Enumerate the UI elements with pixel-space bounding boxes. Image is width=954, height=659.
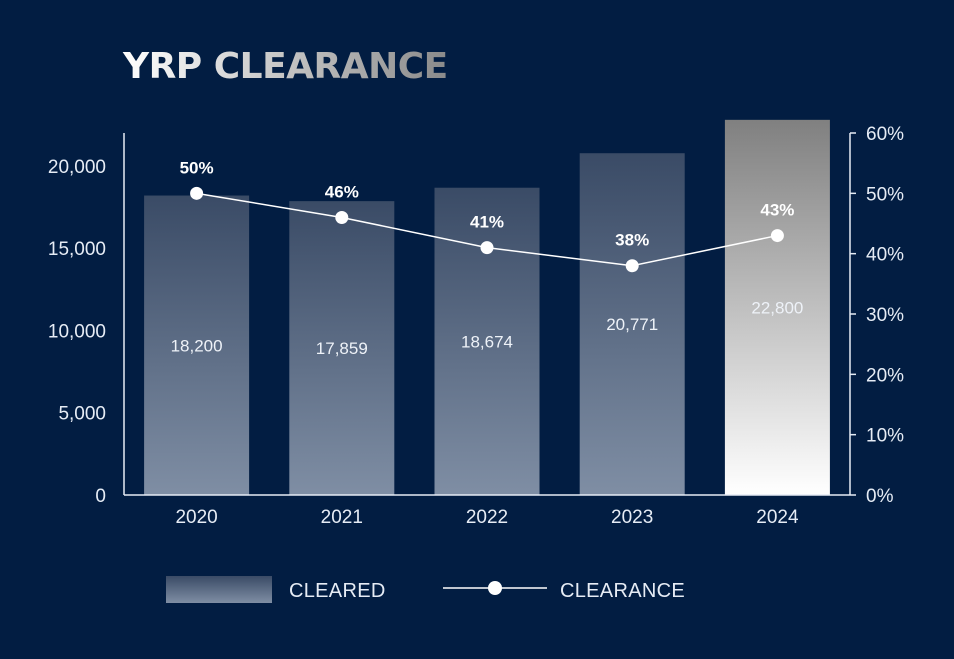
left-axis-ticks: 0 5,000 10,000 15,000 20,000 xyxy=(48,157,106,507)
legend-cleared-label: CLEARED xyxy=(289,580,386,602)
x-tick-label: 2023 xyxy=(611,507,653,528)
left-tick-label: 0 xyxy=(95,486,106,507)
bar-value-labels: 18,200 17,859 18,674 20,771 22,800 xyxy=(171,298,804,358)
clearance-points xyxy=(190,186,784,273)
right-tick-label: 60% xyxy=(866,124,904,145)
clearance-value-label: 41% xyxy=(470,213,504,232)
left-tick-label: 15,000 xyxy=(48,239,106,260)
bar-series xyxy=(144,119,830,495)
bar-value-label: 18,200 xyxy=(171,336,223,355)
bar-2023 xyxy=(579,153,685,495)
right-axis-ticks: 0% 10% 20% 30% 40% 50% 60% xyxy=(850,124,904,507)
clearance-value-label: 38% xyxy=(615,231,649,250)
x-tick-label: 2021 xyxy=(321,507,363,528)
clearance-point-2024 xyxy=(770,229,784,243)
right-tick-label: 40% xyxy=(866,245,904,266)
bar-2020 xyxy=(144,195,250,495)
clearance-point-labels: 50% 46% 41% 38% 43% xyxy=(180,158,795,249)
bar-value-label: 20,771 xyxy=(606,315,658,334)
clearance-point-2021 xyxy=(335,210,349,224)
legend-clearance-label: CLEARANCE xyxy=(560,580,685,602)
x-tick-label: 2022 xyxy=(466,507,508,528)
left-tick-label: 5,000 xyxy=(58,404,106,425)
right-tick-label: 0% xyxy=(866,486,894,507)
bar-2022 xyxy=(434,187,540,495)
clearance-point-2020 xyxy=(190,186,204,200)
legend: CLEARED CLEARANCE xyxy=(166,576,685,603)
legend-cleared-swatch xyxy=(166,576,272,603)
bar-2024 xyxy=(724,119,830,495)
legend-clearance-marker xyxy=(488,581,502,595)
clearance-point-2023 xyxy=(625,259,639,273)
x-tick-label: 2020 xyxy=(175,507,217,528)
bar-value-label: 18,674 xyxy=(461,332,513,351)
right-tick-label: 30% xyxy=(866,305,904,326)
right-tick-label: 50% xyxy=(866,184,904,205)
chart-title: YRP CLEARANCE xyxy=(122,46,448,87)
left-tick-label: 20,000 xyxy=(48,157,106,178)
bar-value-label: 22,800 xyxy=(751,298,803,317)
bar-2021 xyxy=(289,201,395,495)
clearance-point-2022 xyxy=(480,241,494,255)
x-tick-label: 2024 xyxy=(756,507,799,528)
x-axis-ticks: 2020 2021 2022 2023 2024 xyxy=(175,507,799,528)
bar-value-label: 17,859 xyxy=(316,339,368,358)
clearance-value-label: 43% xyxy=(760,201,794,220)
clearance-value-label: 50% xyxy=(180,158,214,177)
clearance-value-label: 46% xyxy=(325,182,359,201)
right-tick-label: 20% xyxy=(866,365,904,386)
right-tick-label: 10% xyxy=(866,426,904,447)
left-tick-label: 10,000 xyxy=(48,321,106,342)
